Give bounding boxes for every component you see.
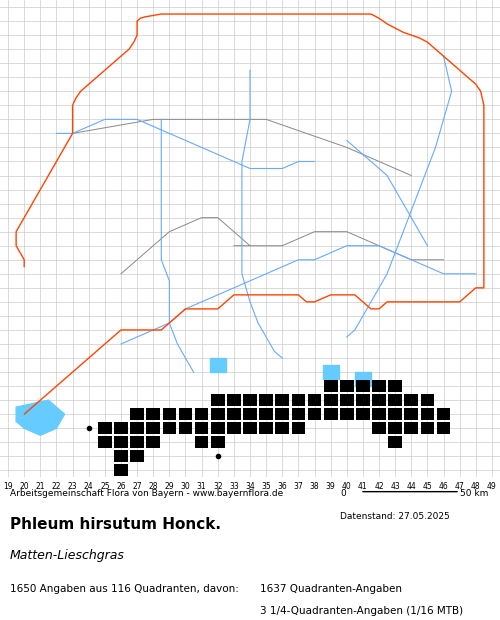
Bar	[146, 436, 160, 448]
Bar	[356, 380, 370, 392]
Bar	[276, 394, 289, 406]
Bar	[372, 380, 386, 392]
Bar	[260, 394, 273, 406]
Bar	[308, 408, 322, 420]
Bar	[356, 408, 370, 420]
Bar	[324, 394, 338, 406]
Bar	[404, 408, 418, 420]
Bar	[195, 436, 208, 448]
Bar	[372, 422, 386, 434]
Bar	[130, 450, 144, 463]
Bar	[372, 394, 386, 406]
Bar	[340, 408, 353, 420]
Text: 3 1/4-Quadranten-Angaben (1/16 MTB): 3 1/4-Quadranten-Angaben (1/16 MTB)	[260, 606, 463, 616]
Bar	[260, 422, 273, 434]
Bar	[178, 422, 192, 434]
Bar	[114, 450, 128, 463]
Bar	[211, 422, 224, 434]
Polygon shape	[210, 358, 226, 372]
Text: 50 km: 50 km	[460, 489, 488, 498]
Bar	[243, 422, 257, 434]
Bar	[372, 408, 386, 420]
Bar	[292, 408, 305, 420]
Bar	[420, 394, 434, 406]
Bar	[292, 422, 305, 434]
Bar	[211, 408, 224, 420]
Bar	[98, 422, 112, 434]
Bar	[146, 422, 160, 434]
Text: 1637 Quadranten-Angaben: 1637 Quadranten-Angaben	[260, 584, 402, 595]
Bar	[195, 422, 208, 434]
Bar	[260, 408, 273, 420]
Bar	[178, 408, 192, 420]
Bar	[130, 408, 144, 420]
Bar	[388, 422, 402, 434]
Bar	[356, 394, 370, 406]
Polygon shape	[322, 365, 338, 379]
Bar	[227, 394, 240, 406]
Bar	[130, 436, 144, 448]
Bar	[227, 408, 240, 420]
Bar	[276, 408, 289, 420]
Bar	[388, 394, 402, 406]
Bar	[114, 422, 128, 434]
Bar	[404, 394, 418, 406]
Bar	[388, 408, 402, 420]
Text: Phleum hirsutum Honck.: Phleum hirsutum Honck.	[10, 517, 221, 533]
Bar	[243, 394, 257, 406]
Bar	[276, 422, 289, 434]
Bar	[340, 394, 353, 406]
Bar	[324, 408, 338, 420]
Bar	[195, 408, 208, 420]
Bar	[243, 408, 257, 420]
Bar	[114, 464, 128, 476]
Bar	[388, 436, 402, 448]
Bar	[146, 408, 160, 420]
Bar	[420, 408, 434, 420]
Bar	[308, 394, 322, 406]
Bar	[436, 422, 450, 434]
Text: Arbeitsgemeinschaft Flora von Bayern - www.bayernflora.de: Arbeitsgemeinschaft Flora von Bayern - w…	[10, 489, 283, 498]
Bar	[114, 436, 128, 448]
Bar	[211, 436, 224, 448]
Text: 0: 0	[340, 489, 346, 498]
Bar	[130, 422, 144, 434]
Bar	[162, 422, 176, 434]
Bar	[420, 422, 434, 434]
Text: Matten-Lieschgras: Matten-Lieschgras	[10, 549, 125, 562]
Bar	[211, 394, 224, 406]
Polygon shape	[355, 372, 371, 386]
Bar	[340, 380, 353, 392]
Polygon shape	[16, 400, 64, 435]
Bar	[388, 380, 402, 392]
Bar	[404, 422, 418, 434]
Bar	[292, 394, 305, 406]
Bar	[436, 408, 450, 420]
Text: 1650 Angaben aus 116 Quadranten, davon:: 1650 Angaben aus 116 Quadranten, davon:	[10, 584, 239, 595]
Bar	[162, 408, 176, 420]
Bar	[227, 422, 240, 434]
Bar	[98, 436, 112, 448]
Bar	[324, 380, 338, 392]
Text: Datenstand: 27.05.2025: Datenstand: 27.05.2025	[340, 512, 450, 521]
